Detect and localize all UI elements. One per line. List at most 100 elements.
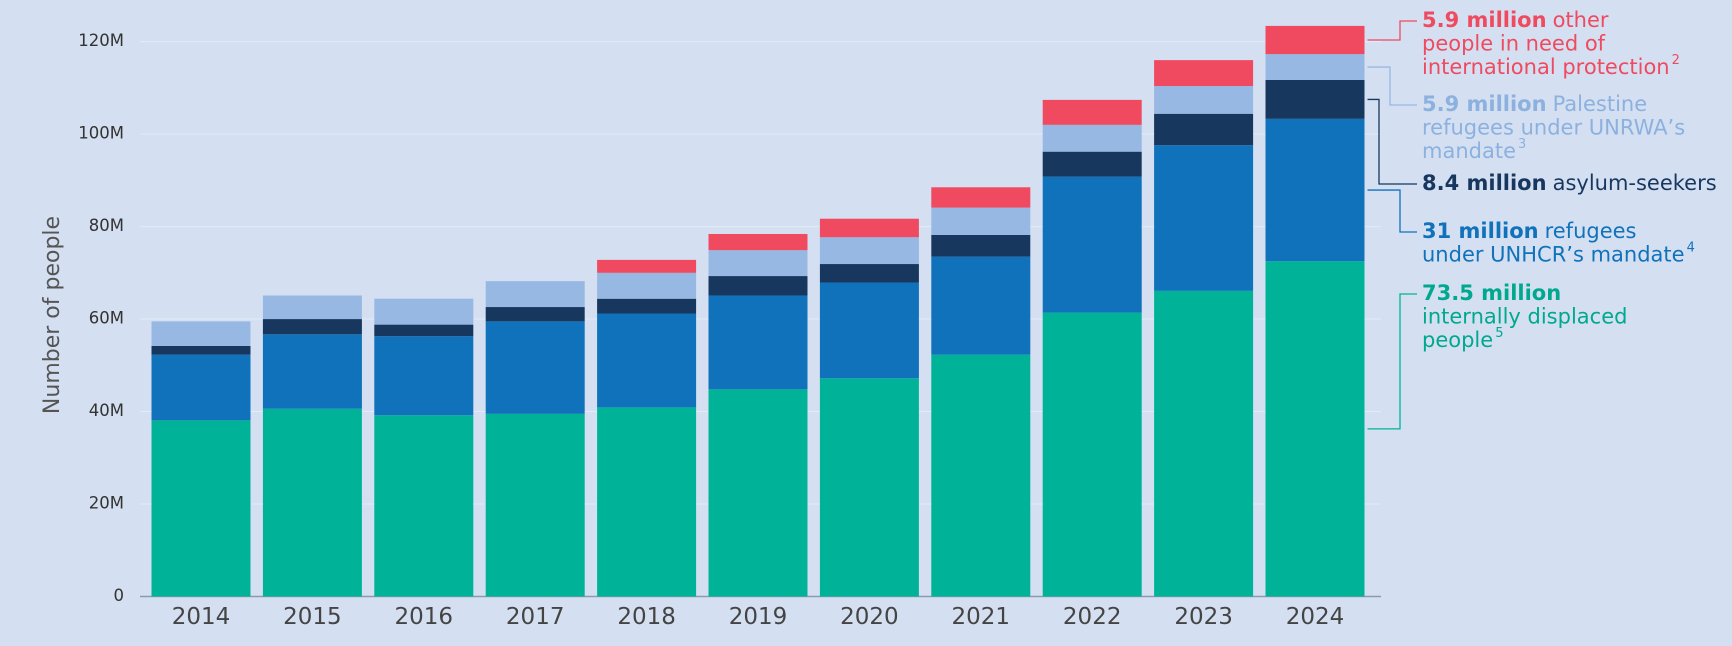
bar-segment [1265, 79, 1365, 119]
bar-segment [931, 234, 1031, 257]
legend-text-line: under UNHCR’s mandate 4 [1422, 241, 1695, 267]
footnote-marker: 3 [1518, 137, 1526, 152]
bar-segment [819, 218, 919, 238]
legend-bold: 31 million [1422, 219, 1539, 243]
bar-segment [819, 378, 919, 597]
x-tick-label: 2019 [729, 604, 788, 630]
bar-segment [485, 321, 585, 414]
footnote-marker: 2 [1672, 53, 1680, 68]
bar-segment [1042, 124, 1142, 152]
legend-entry: 8.4 million asylum-seekers [1422, 171, 1717, 195]
y-tick-label: 0 [114, 586, 125, 605]
bar-segment [931, 207, 1031, 235]
bar-segment [597, 313, 697, 408]
connector-line [1367, 66, 1417, 106]
bar-segment [1265, 261, 1365, 597]
y-tick-label: 40M [89, 401, 124, 420]
legend-text: asylum-seekers [1553, 171, 1717, 195]
bar-segment [708, 250, 808, 277]
legend-text-line: mandate 3 [1422, 137, 1526, 163]
bar-segment [819, 282, 919, 379]
connector-line [1367, 20, 1417, 41]
x-tick-label: 2022 [1063, 604, 1122, 630]
bar-segment [1042, 176, 1142, 313]
bar-segment [151, 321, 251, 346]
bar-segment [1265, 54, 1365, 80]
bar-segment [262, 319, 362, 335]
connector-line [1367, 189, 1417, 233]
legend-text-line: refugees under UNRWA’s [1422, 116, 1685, 140]
bar-segment [1265, 118, 1365, 262]
legend-bold: 5.9 million [1422, 92, 1547, 116]
legend-text-line: international protection 2 [1422, 53, 1680, 79]
bar-segment [708, 389, 808, 597]
bar-segment [151, 345, 251, 355]
legend-entry: 5.9 million other [1422, 8, 1609, 32]
legend-text: under UNHCR’s mandate [1422, 243, 1685, 267]
x-tick-label: 2021 [952, 604, 1011, 630]
bar-segment [1154, 290, 1254, 597]
x-tick-label: 2014 [172, 604, 231, 630]
y-tick-label: 60M [89, 309, 124, 328]
bar-segment [708, 276, 808, 296]
legend-text: refugees [1545, 219, 1637, 243]
footnote-marker: 5 [1495, 326, 1503, 341]
legend-bold: 5.9 million [1422, 8, 1547, 32]
x-tick-label: 2023 [1174, 604, 1233, 630]
bar-segment [262, 334, 362, 409]
bar-segment [931, 187, 1031, 208]
legend-text: people [1422, 328, 1493, 352]
bar-segment [1154, 145, 1254, 291]
bar-segment [374, 324, 474, 337]
bar-segment [374, 415, 474, 597]
connector-line [1367, 293, 1417, 430]
legend-entry: 5.9 million Palestine [1422, 92, 1647, 116]
bar-segment [262, 295, 362, 320]
legend-text: other [1553, 8, 1609, 32]
legend-entry: 73.5 million [1422, 281, 1561, 305]
footnote-marker: 4 [1687, 241, 1695, 256]
bar-segment [1265, 25, 1365, 55]
bar-segment [374, 336, 474, 416]
bar-segment [1154, 113, 1254, 146]
bar-segment [597, 272, 697, 299]
x-tick-label: 2018 [617, 604, 676, 630]
legend-text: international protection [1422, 55, 1670, 79]
x-tick-label: 2016 [395, 604, 454, 630]
bar-segment [597, 298, 697, 314]
bar-segment [1042, 312, 1142, 597]
x-tick-label: 2024 [1286, 604, 1345, 630]
y-tick-label: 80M [89, 216, 124, 235]
legend-bold: 73.5 million [1422, 281, 1561, 305]
legend-text: refugees under UNRWA’s [1422, 116, 1685, 140]
y-tick-label: 100M [78, 124, 124, 143]
bar-segment [485, 307, 585, 322]
bar-segment [597, 407, 697, 597]
x-tick-label: 2020 [840, 604, 899, 630]
legend-text-line: internally displaced [1422, 305, 1627, 329]
bar-segment [819, 264, 919, 283]
bar-segment [151, 354, 251, 421]
legend-text: mandate [1422, 139, 1516, 163]
legend-text-line: people in need of [1422, 32, 1606, 56]
y-axis-label: Number of people [40, 216, 65, 414]
bar-segment [931, 354, 1031, 597]
bar-segment [374, 298, 474, 325]
bar-segment [1042, 151, 1142, 177]
x-tick-label: 2017 [506, 604, 565, 630]
bar-segment [1042, 99, 1142, 125]
bar-segment [708, 233, 808, 251]
bar-segment [151, 420, 251, 597]
y-tick-label: 120M [78, 31, 124, 50]
x-tick-label: 2015 [283, 604, 342, 630]
legend-text: people in need of [1422, 32, 1606, 56]
y-tick-label: 20M [89, 494, 124, 513]
bar-segment [931, 256, 1031, 355]
bar-segment [1154, 60, 1254, 87]
connector-line [1367, 98, 1417, 185]
legend-text-line: people 5 [1422, 326, 1503, 352]
bar-segment [597, 259, 697, 273]
legend-text: internally displaced [1422, 305, 1627, 329]
legend-bold: 8.4 million [1422, 171, 1547, 195]
